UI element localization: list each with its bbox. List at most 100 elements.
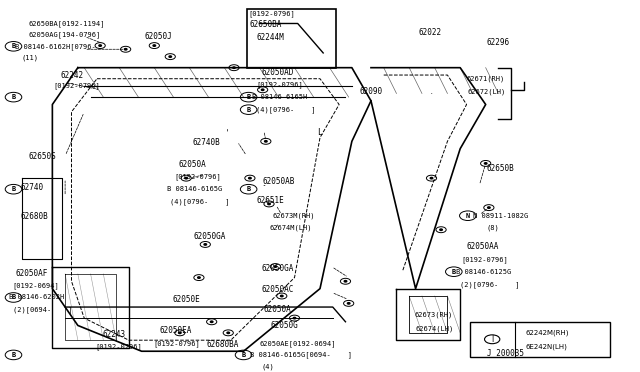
Text: 62673(RH): 62673(RH) [414,312,452,318]
Text: (4)[0796-    ]: (4)[0796- ] [170,198,230,205]
Text: 62244M: 62244M [256,33,284,42]
Text: 62680BA: 62680BA [207,340,239,349]
Text: 62680B: 62680B [20,212,48,221]
Circle shape [344,280,347,282]
Text: B: B [246,107,251,113]
Text: B 08146-6202H: B 08146-6202H [9,295,64,301]
Text: 62050AA: 62050AA [467,242,499,251]
Bar [470,322,610,357]
Text: B: B [241,352,246,358]
Text: 62050G: 62050G [270,321,298,330]
Text: 62740B: 62740B [193,138,220,147]
Text: 62050J: 62050J [145,32,173,41]
Text: [0192-0796]: [0192-0796] [256,81,303,88]
Text: 62022: 62022 [419,28,442,37]
Circle shape [484,163,487,164]
Text: B: B [246,186,251,192]
Circle shape [488,207,490,208]
Text: 62050GA: 62050GA [261,263,294,273]
Circle shape [198,277,200,278]
Text: 62673M(RH): 62673M(RH) [272,212,315,219]
Text: 62650BA[0192-1194]: 62650BA[0192-1194] [28,20,105,27]
Text: [0192-0796]: [0192-0796] [54,83,100,89]
Text: (4): (4) [261,363,274,370]
Circle shape [280,295,283,297]
Text: B: B [246,94,251,100]
Text: B 08146-6165G[0694-    ]: B 08146-6165G[0694- ] [250,352,352,358]
Text: 62650S: 62650S [28,151,56,161]
Text: B: B [12,186,15,192]
Text: 62671(RH): 62671(RH) [467,76,505,82]
Circle shape [179,332,181,334]
Text: 62050A: 62050A [179,160,206,169]
Text: [0192-0796]: [0192-0796] [153,340,200,346]
Circle shape [169,56,172,57]
Text: (4)[0796-    ]: (4)[0796- ] [256,106,316,113]
Circle shape [274,266,276,267]
Text: 62296: 62296 [487,38,510,47]
Text: 62242: 62242 [60,71,83,80]
Circle shape [261,89,264,90]
Text: 62650BA: 62650BA [250,20,282,29]
Circle shape [293,317,296,319]
Text: 62090: 62090 [360,87,383,96]
Circle shape [233,67,236,68]
Text: 62050GA: 62050GA [194,232,226,241]
Circle shape [99,45,101,46]
Text: L: L [317,128,323,137]
Text: 62050AG[194-0796]: 62050AG[194-0796] [28,31,100,38]
Text: B: B [12,352,15,358]
Circle shape [264,141,267,142]
Text: 62650B: 62650B [487,164,515,173]
Circle shape [348,303,350,304]
Text: (2)[0694-    ]: (2)[0694- ] [13,306,72,312]
Text: 62050E: 62050E [172,295,200,304]
Circle shape [430,177,433,179]
Text: (2)[0796-    ]: (2)[0796- ] [460,281,520,288]
Circle shape [211,321,213,323]
Text: (11): (11) [22,54,39,61]
Text: 62242M(RH): 62242M(RH) [526,330,570,336]
Text: 6E242N(LH): 6E242N(LH) [526,344,568,350]
Text: 62050AE[0192-0694]: 62050AE[0192-0694] [259,340,336,346]
Circle shape [227,332,230,334]
Text: 62672(LH): 62672(LH) [468,89,506,95]
Text: 62050AB: 62050AB [262,177,295,186]
Text: B 08146-6165H: B 08146-6165H [252,94,307,100]
Text: N 08911-1082G: N 08911-1082G [473,213,528,219]
Text: [0192-0694]: [0192-0694] [13,282,60,289]
Text: 62050A: 62050A [264,305,292,314]
Text: J 200035: J 200035 [487,349,524,358]
Text: 62050EA: 62050EA [159,326,192,335]
Text: [0192-0796]: [0192-0796] [175,173,221,180]
Text: 62050AC: 62050AC [261,285,294,294]
Text: 62740: 62740 [20,183,44,192]
Text: B 08146-6162H[0796-: B 08146-6162H[0796- [15,43,96,50]
Text: [0192-0796]: [0192-0796] [461,256,508,263]
Text: B: B [12,43,15,49]
Text: 62651E: 62651E [256,196,284,205]
Text: B 08146-6125G: B 08146-6125G [456,269,511,275]
Text: 62050AD: 62050AD [261,68,294,77]
Text: 62050AF: 62050AF [15,269,48,278]
Text: N: N [466,213,470,219]
Circle shape [185,177,188,179]
Bar [246,9,336,68]
Text: 62243: 62243 [102,330,125,339]
Text: [0192-0796]: [0192-0796] [248,10,296,16]
Text: B: B [452,269,456,275]
Text: B: B [12,295,15,301]
Circle shape [204,244,207,245]
Text: I: I [491,335,493,344]
Text: (8): (8) [487,225,500,231]
Text: B: B [12,94,15,100]
Circle shape [248,177,251,179]
Circle shape [153,45,156,46]
Text: [0192-0796]: [0192-0796] [96,343,143,350]
Text: 62674(LH): 62674(LH) [415,325,454,332]
Circle shape [124,48,127,50]
Circle shape [440,229,442,230]
Circle shape [268,203,270,205]
Text: 62674M(LH): 62674M(LH) [269,225,312,231]
Text: B 08146-6165G: B 08146-6165G [167,186,222,192]
